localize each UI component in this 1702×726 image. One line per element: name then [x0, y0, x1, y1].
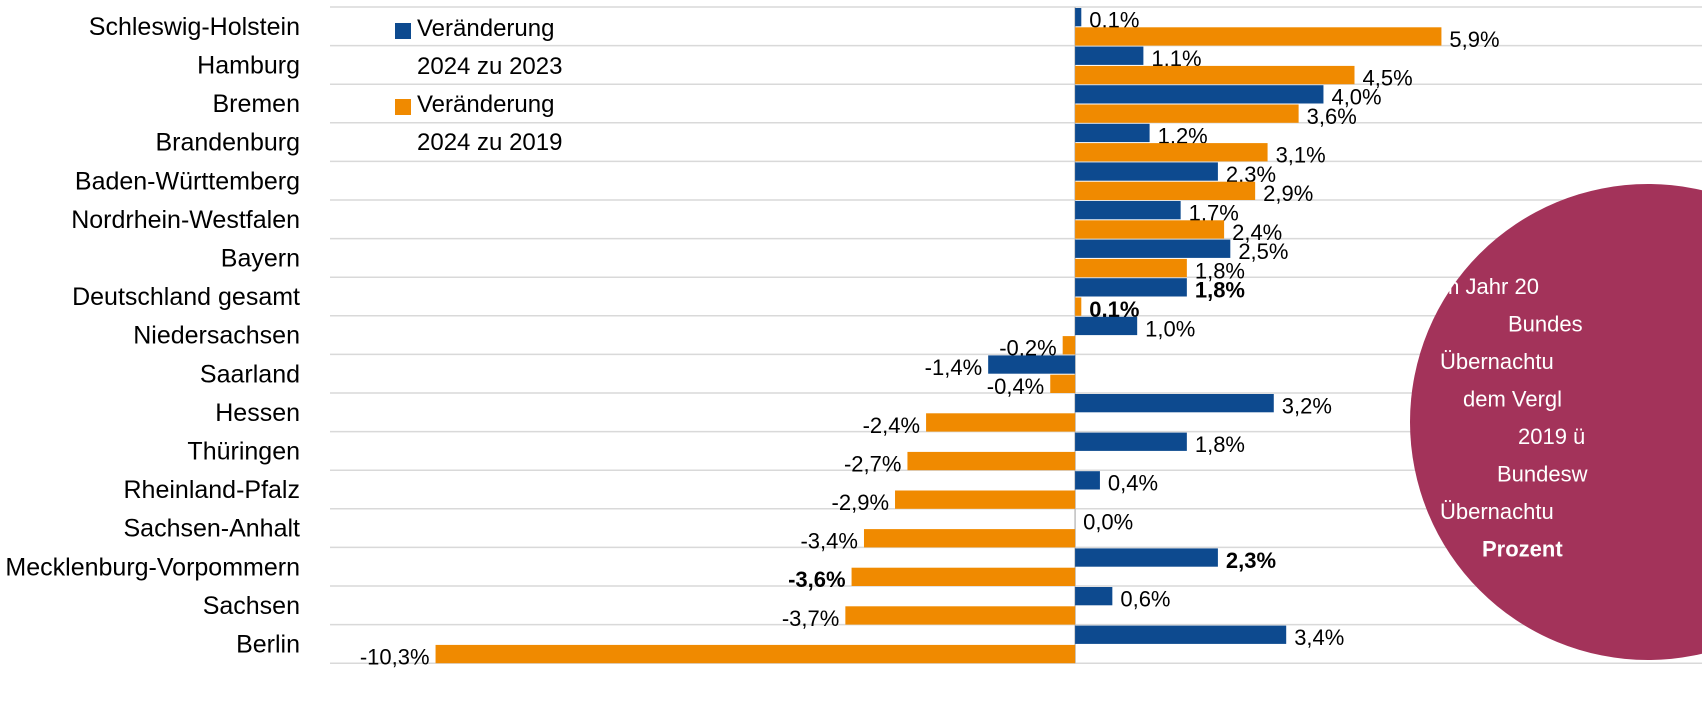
- bar: [1075, 143, 1268, 162]
- y-tick-label: Brandenburg: [155, 129, 300, 157]
- bar: [907, 451, 1076, 471]
- data-label: 0,0%: [1083, 509, 1133, 534]
- bar: [1075, 316, 1138, 336]
- bar: [845, 606, 1076, 625]
- bar: [1075, 27, 1442, 46]
- data-label: 3,2%: [1282, 393, 1332, 418]
- data-label: 0,4%: [1108, 471, 1158, 496]
- annotation-text: Übernachtu: [1440, 349, 1554, 374]
- data-label: 2,5%: [1238, 239, 1288, 264]
- legend-item: Veränderung 2024 zu 2023: [395, 10, 595, 86]
- data-label: 4,5%: [1363, 65, 1413, 90]
- annotation-text: Bundes: [1508, 311, 1583, 336]
- bar: [1075, 8, 1082, 27]
- y-tick-label: Sachsen: [203, 592, 300, 620]
- data-label: 2,4%: [1232, 220, 1282, 245]
- bar: [1075, 471, 1100, 490]
- data-label: 3,4%: [1294, 625, 1344, 650]
- annotation-text: 2019 ü: [1518, 424, 1585, 449]
- annotation-text: Bundesw: [1497, 461, 1588, 486]
- bar: [1075, 394, 1274, 413]
- bar: [1075, 432, 1187, 451]
- bar: [1075, 201, 1181, 220]
- data-label: 1,8%: [1195, 258, 1245, 283]
- bar: [926, 413, 1076, 432]
- data-label: -3,6%: [788, 567, 845, 592]
- annotation-text: Im Jahr 20: [1435, 274, 1539, 299]
- annotation-text: Prozent: [1482, 536, 1563, 561]
- y-tick-label: Hamburg: [197, 52, 300, 80]
- legend-swatch: [395, 99, 411, 115]
- legend-label: Veränderung 2024 zu 2023: [417, 15, 563, 80]
- data-label: 2,9%: [1263, 181, 1313, 206]
- bar: [1075, 123, 1150, 143]
- data-label: -10,3%: [360, 644, 430, 669]
- data-label: -2,4%: [863, 413, 920, 438]
- data-label: -2,9%: [832, 490, 889, 515]
- data-label: -2,7%: [844, 451, 901, 476]
- legend: Veränderung 2024 zu 2023 Veränderung 2024…: [395, 10, 595, 162]
- y-tick-label: Deutschland gesamt: [72, 283, 300, 311]
- bar: [1075, 239, 1231, 258]
- y-tick-label: Niedersachsen: [133, 322, 300, 350]
- bar: [1075, 220, 1225, 239]
- y-tick-label: Nordrhein-Westfalen: [71, 206, 300, 234]
- data-label: 1,8%: [1195, 278, 1245, 303]
- legend-label: Veränderung 2024 zu 2019: [417, 91, 563, 156]
- bar: [1050, 374, 1076, 393]
- bar: [1075, 85, 1324, 104]
- data-label: 3,6%: [1307, 104, 1357, 129]
- data-label: -1,4%: [925, 355, 982, 380]
- y-tick-label: Saarland: [200, 360, 300, 388]
- bar: [851, 567, 1076, 586]
- y-tick-label: Berlin: [236, 631, 300, 659]
- data-label: 3,1%: [1276, 143, 1326, 168]
- y-tick-label: Rheinland-Pfalz: [124, 476, 301, 504]
- bar: [1075, 625, 1287, 644]
- bar: [435, 644, 1076, 664]
- data-label: -3,4%: [800, 529, 857, 554]
- bar: [1075, 181, 1256, 200]
- annotation-text: dem Vergl: [1463, 386, 1562, 411]
- data-label: 2,3%: [1226, 548, 1276, 573]
- bar: [1062, 336, 1076, 355]
- annotation-circle: [1410, 184, 1702, 660]
- data-label: 1,8%: [1195, 432, 1245, 457]
- y-tick-label: Hessen: [215, 399, 300, 427]
- bar: [1075, 548, 1218, 567]
- data-label: 5,9%: [1449, 27, 1499, 52]
- data-label: -0,4%: [987, 374, 1044, 399]
- bar: [1075, 587, 1113, 606]
- y-tick-label: Bremen: [212, 90, 300, 118]
- bar: [1075, 104, 1299, 123]
- data-label: 1,0%: [1145, 316, 1195, 341]
- data-label: -3,7%: [782, 606, 839, 631]
- bar: [1075, 258, 1187, 278]
- bar: [1075, 278, 1187, 297]
- y-tick-label: Baden-Württemberg: [75, 167, 300, 195]
- bar: [1075, 162, 1218, 181]
- bar: [1075, 65, 1355, 85]
- bar: [863, 529, 1076, 548]
- bar: [895, 490, 1076, 509]
- annotation-text: Übernachtu: [1440, 499, 1554, 524]
- y-tick-label: Bayern: [221, 245, 300, 273]
- y-tick-label: Thüringen: [187, 438, 300, 466]
- y-tick-label: Schleswig-Holstein: [89, 13, 300, 41]
- bar: [988, 355, 1076, 374]
- bar: [1075, 297, 1082, 316]
- data-label: 4,0%: [1331, 85, 1381, 110]
- y-tick-label: Mecklenburg-Vorpommern: [5, 553, 300, 581]
- legend-swatch: [395, 23, 411, 39]
- y-tick-label: Sachsen-Anhalt: [123, 515, 300, 543]
- legend-item: Veränderung 2024 zu 2019: [395, 86, 595, 162]
- bar: [1075, 46, 1144, 65]
- data-label: 0,6%: [1120, 586, 1170, 611]
